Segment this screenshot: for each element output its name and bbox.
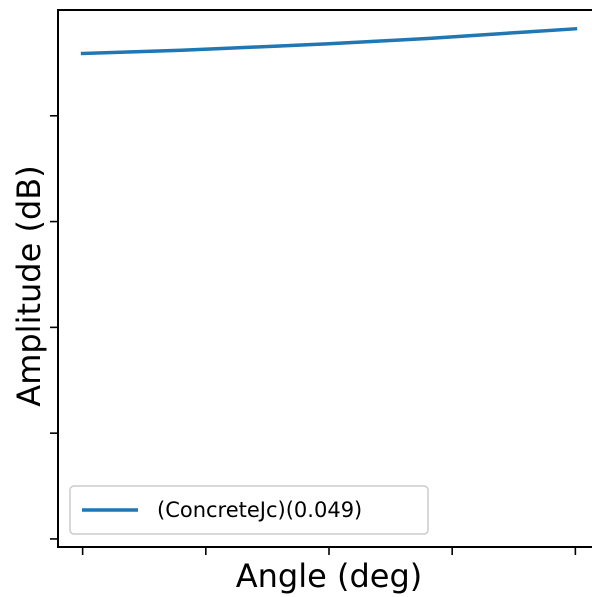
legend-box: [69, 485, 429, 535]
plot-frame: [57, 9, 592, 548]
y-axis-label: Amplitude (dB): [10, 165, 48, 406]
x-axis-ticks: [81, 547, 577, 555]
legend-label: (ConcreteJc)(0.049): [157, 498, 362, 522]
x-axis-label: Angle (deg): [236, 557, 423, 595]
legend: (ConcreteJc)(0.049): [69, 485, 429, 535]
series-line-0: [80, 26, 578, 56]
series-layer: [80, 26, 578, 56]
y-axis-ticks: [50, 114, 58, 540]
